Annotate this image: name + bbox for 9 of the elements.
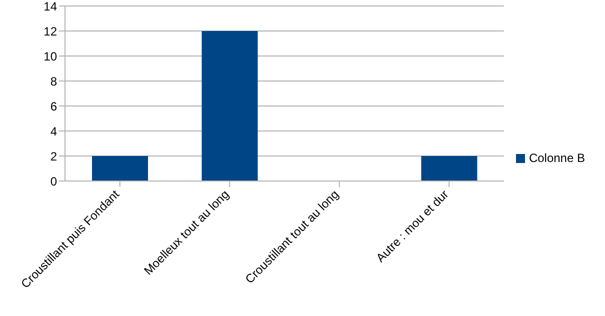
y-tick-label: 2 bbox=[50, 149, 58, 164]
y-tick-label: 0 bbox=[50, 174, 58, 188]
y-tick-label: 4 bbox=[50, 124, 58, 138]
y-tick-label: 6 bbox=[50, 99, 58, 114]
y-tick-label: 12 bbox=[44, 24, 58, 38]
y-tick-label: 10 bbox=[44, 49, 58, 64]
y-tick-label: 14 bbox=[44, 0, 58, 14]
legend-label: Colonne B bbox=[528, 151, 585, 165]
y-tick-label: 8 bbox=[50, 74, 58, 88]
